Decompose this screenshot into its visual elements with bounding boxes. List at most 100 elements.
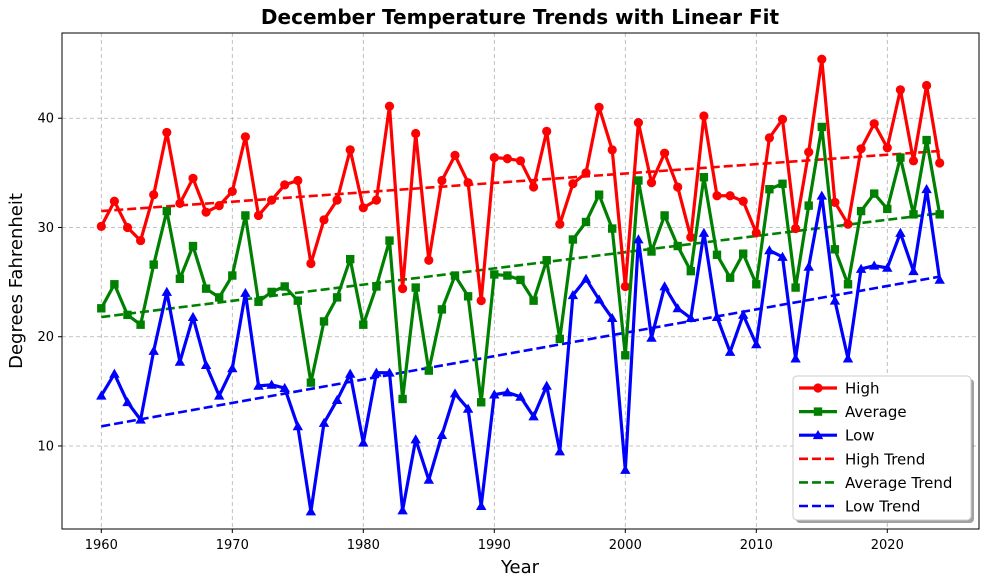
high-point (830, 197, 840, 207)
high-point (529, 182, 539, 192)
average-point (843, 280, 853, 289)
high-point (463, 178, 473, 188)
average-point (424, 366, 433, 375)
high-point (791, 223, 801, 234)
average-point (621, 351, 630, 360)
average-point (516, 275, 525, 285)
low-point (449, 388, 461, 398)
high-point (149, 190, 159, 200)
low-point (764, 245, 775, 255)
average-point (634, 176, 643, 185)
low-point (895, 227, 906, 237)
y-tick-label: 20 (37, 330, 54, 345)
average-point (450, 271, 460, 280)
average-point (201, 284, 211, 293)
average-point (162, 206, 171, 216)
y-tick-label: 10 (37, 439, 54, 454)
average-point (437, 305, 447, 314)
high-series (96, 54, 945, 306)
low-point (489, 389, 500, 399)
high-point (856, 144, 866, 154)
average-point (490, 270, 499, 279)
average-point (241, 211, 250, 220)
low-point (410, 434, 421, 444)
low-point (122, 397, 133, 407)
average-point (699, 173, 709, 182)
x-tick-label: 1980 (347, 538, 380, 553)
average-point (555, 334, 564, 344)
high-point (214, 201, 224, 211)
average-point (765, 185, 774, 194)
x-tick-label: 1990 (478, 538, 511, 553)
high-point (555, 219, 565, 229)
high-point (319, 215, 329, 225)
low-point (476, 500, 487, 510)
low-point (816, 190, 827, 200)
high-point (895, 85, 906, 95)
average-point (411, 283, 420, 292)
high-point (489, 152, 499, 163)
low-point (318, 417, 330, 427)
average-point (660, 211, 669, 220)
average-point (188, 241, 198, 251)
low-point (305, 506, 317, 516)
high-point (122, 222, 133, 233)
high-point (253, 210, 264, 221)
legend-high-label: High (845, 380, 879, 398)
low-point (96, 390, 107, 400)
high-point (515, 156, 526, 166)
low-series (96, 184, 945, 516)
average-point (752, 280, 761, 289)
legend: High Average Low High Trend Average Trend Low… (792, 375, 974, 523)
x-axis-label: Year (500, 557, 540, 578)
high-point (620, 281, 630, 292)
average-point (280, 282, 289, 291)
legend-box (792, 375, 972, 521)
high-point (502, 154, 512, 164)
y-tick-label: 40 (37, 112, 54, 127)
legend-average-trend-label: Average Trend (845, 474, 952, 492)
low-point (698, 227, 710, 237)
average-point (791, 283, 800, 292)
average-point (856, 206, 866, 216)
high-point (764, 133, 775, 143)
low-point (607, 312, 618, 323)
low-point (685, 312, 696, 323)
average-point (542, 256, 551, 265)
average-point (228, 271, 237, 280)
high-point (358, 203, 368, 213)
low-point (777, 251, 788, 261)
high-point (751, 228, 761, 238)
high-point (882, 143, 892, 153)
low-point (135, 414, 146, 424)
average-point (712, 250, 722, 259)
low-point (227, 363, 238, 373)
average-point (935, 210, 944, 219)
low-point (738, 309, 749, 319)
low-point (214, 390, 225, 400)
high-point (450, 150, 460, 160)
low-point (803, 261, 814, 271)
low-point (174, 356, 186, 366)
high-point (332, 195, 342, 205)
average-point (568, 235, 578, 244)
high-point (136, 235, 146, 246)
low-point (436, 429, 448, 439)
x-tick-label: 2010 (740, 538, 773, 553)
average-point (778, 179, 787, 188)
high-point (935, 158, 945, 168)
average-point (110, 280, 119, 289)
x-tick-label: 2000 (609, 538, 642, 553)
legend-high-marker (813, 383, 823, 393)
low-point (593, 294, 605, 304)
high-point (843, 219, 853, 229)
average-point (529, 296, 538, 305)
average-point (673, 241, 682, 251)
low-point (541, 380, 552, 390)
average-point (817, 122, 826, 132)
high-point (673, 182, 683, 192)
y-axis-ticks: 10 20 30 40 (37, 112, 62, 454)
average-point (870, 189, 879, 198)
average-point (149, 260, 158, 269)
